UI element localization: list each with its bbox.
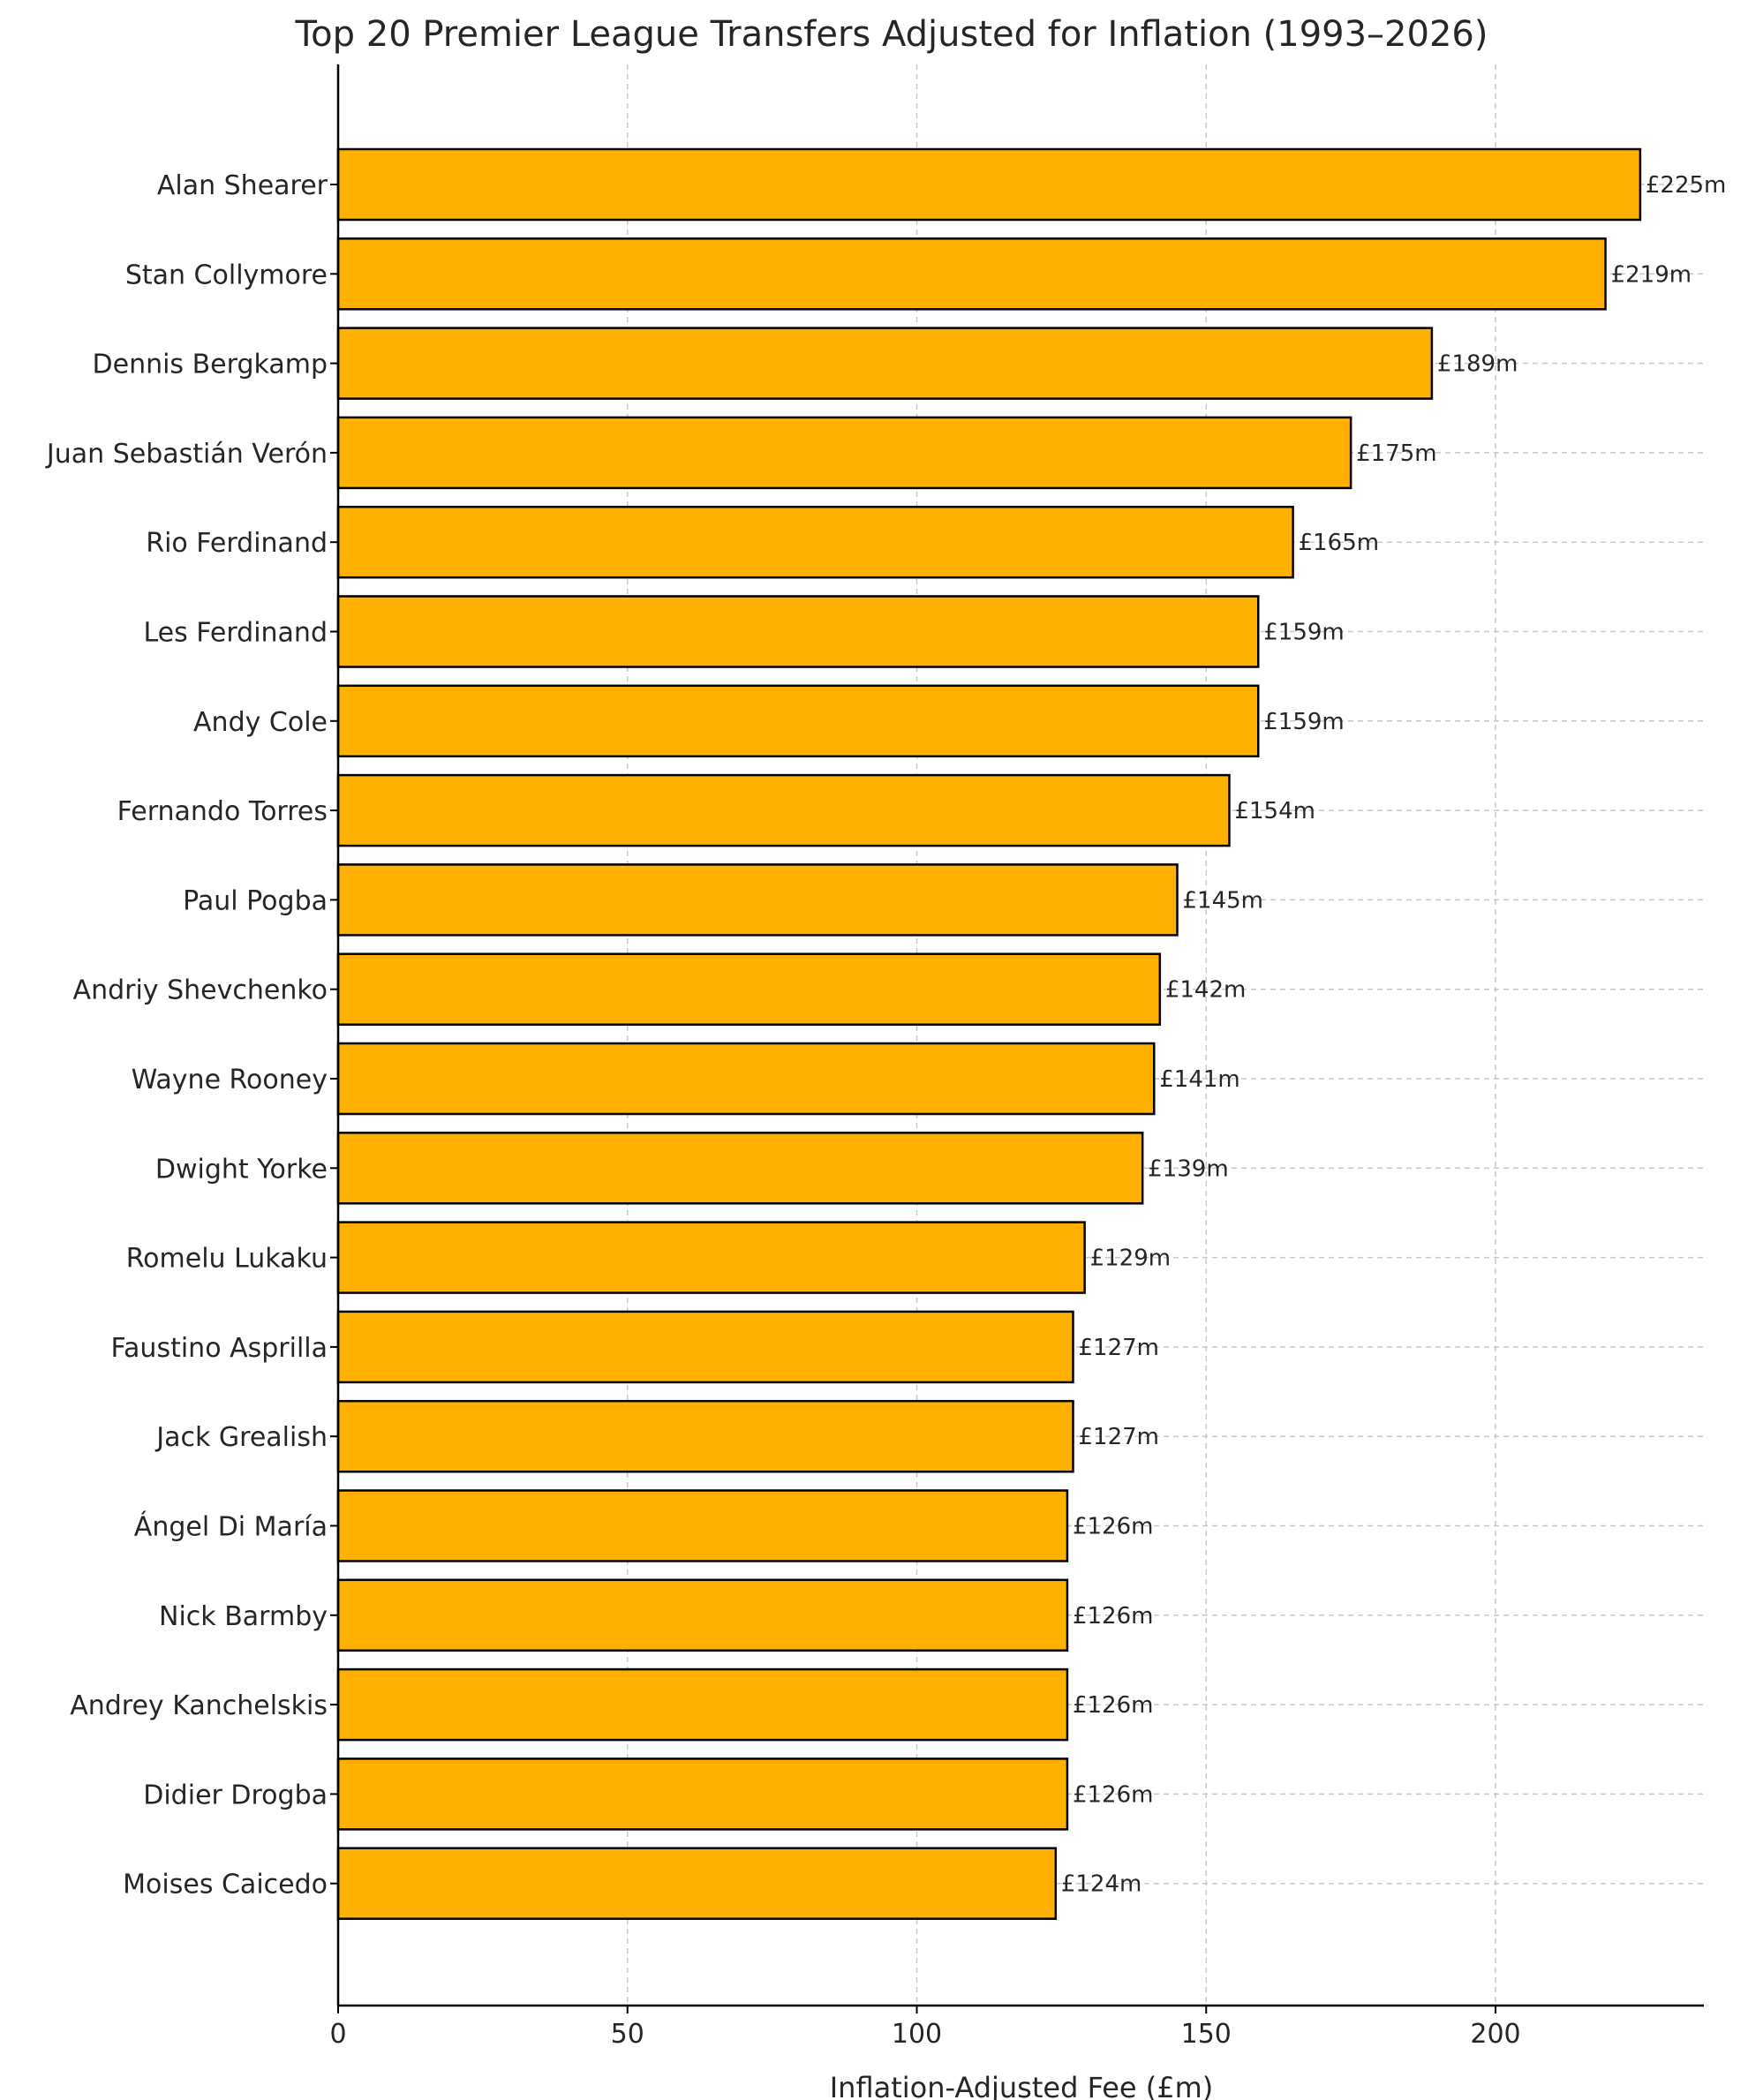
data-label: £154m (1234, 798, 1315, 824)
bar (336, 595, 1260, 668)
data-label: £126m (1073, 1692, 1154, 1719)
category-labels: Alan Shearer Stan Collymore Dennis Bergkam… (45, 170, 328, 1901)
bar (336, 863, 1179, 937)
bar (336, 1847, 1058, 1920)
x-tick-label: 50 (611, 2019, 644, 2050)
bar (336, 237, 1607, 311)
category-label: Juan Sebastián Verón (45, 439, 328, 470)
bar (336, 1132, 1144, 1205)
data-label: £124m (1061, 1871, 1142, 1898)
x-tick-label: 200 (1470, 2019, 1520, 2050)
chart-title: Top 20 Premier League Transfers Adjusted… (295, 14, 1488, 55)
bar (336, 952, 1162, 1026)
data-label: £129m (1090, 1246, 1172, 1272)
category-label: Didier Drogba (143, 1780, 328, 1810)
data-label: £219m (1611, 261, 1692, 288)
category-label: Moises Caicedo (123, 1870, 328, 1901)
data-label: £127m (1078, 1424, 1159, 1450)
bar (336, 1578, 1069, 1652)
category-label: Wayne Rooney (132, 1065, 328, 1095)
category-label: Stan Collymore (125, 260, 328, 290)
data-label: £142m (1165, 977, 1247, 1004)
bars (336, 147, 1642, 1920)
data-label: £139m (1148, 1155, 1229, 1182)
data-label: £126m (1073, 1603, 1154, 1630)
data-label: £141m (1159, 1066, 1240, 1093)
category-label: Fernando Torres (117, 796, 328, 827)
bar (336, 327, 1434, 400)
bar (336, 684, 1260, 758)
data-label: £165m (1299, 530, 1380, 556)
category-label: Dennis Bergkamp (93, 350, 328, 380)
x-tick-label: 0 (329, 2019, 346, 2050)
bar (336, 1399, 1074, 1473)
data-labels: £225m £219m £189m £175m £165m £159m £159m £154m… (1061, 172, 1727, 1898)
category-label: Les Ferdinand (143, 618, 328, 649)
data-label: £189m (1437, 351, 1518, 378)
data-label: £159m (1263, 620, 1345, 646)
axes: 0 50 100 150 200 (329, 64, 1704, 2050)
data-label: £145m (1182, 887, 1263, 914)
x-tick-label: 150 (1181, 2019, 1232, 2050)
x-axis-label: Inflation-Adjusted Fee (£m) (830, 2071, 1214, 2100)
bar (336, 1310, 1074, 1384)
category-label: Andy Cole (193, 707, 328, 738)
category-label: Andriy Shevchenko (73, 975, 328, 1006)
category-label: Rio Ferdinand (146, 528, 328, 559)
bar (336, 505, 1294, 579)
category-label: Dwight Yorke (155, 1154, 328, 1185)
data-label: £126m (1073, 1781, 1154, 1808)
bar (336, 147, 1642, 222)
data-label: £159m (1263, 709, 1345, 735)
data-label: £175m (1356, 440, 1437, 467)
data-label: £127m (1078, 1335, 1159, 1361)
bar (336, 1758, 1069, 1831)
category-label: Andrey Kanchelskis (70, 1690, 328, 1721)
bar (336, 1667, 1069, 1742)
bar (336, 1042, 1156, 1116)
category-label: Ángel Di María (134, 1511, 328, 1543)
data-label: £225m (1646, 172, 1727, 199)
category-label: Romelu Lukaku (126, 1244, 328, 1275)
x-tick-label: 100 (892, 2019, 942, 2050)
category-label: Nick Barmby (159, 1601, 328, 1632)
category-label: Jack Grealish (154, 1422, 328, 1453)
category-label: Paul Pogba (183, 885, 328, 916)
data-label: £126m (1073, 1514, 1154, 1540)
bar (336, 773, 1231, 847)
bar (336, 416, 1352, 490)
category-label: Faustino Asprilla (111, 1333, 328, 1364)
bar (336, 1489, 1069, 1562)
bar (336, 1221, 1086, 1294)
category-label: Alan Shearer (157, 170, 328, 201)
